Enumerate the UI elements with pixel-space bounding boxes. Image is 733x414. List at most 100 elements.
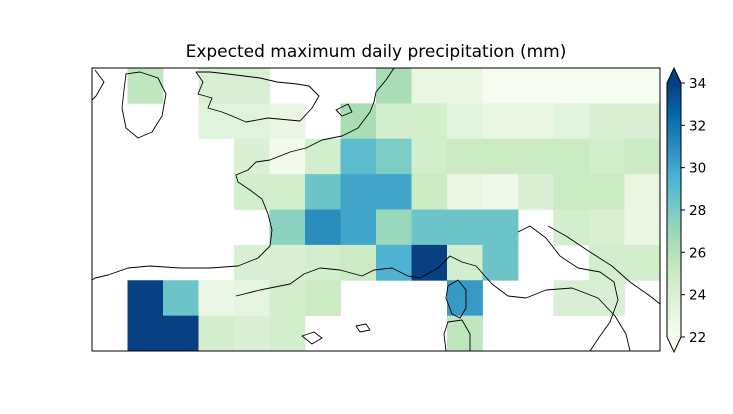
heatmap-cell [411, 138, 448, 175]
colorbar-tick-label: 32 [689, 118, 706, 134]
colorbar-segment [667, 205, 681, 209]
colorbar-segment [667, 163, 681, 167]
colorbar-segment [667, 159, 681, 162]
heatmap-cell [376, 174, 412, 210]
colorbar-ticks: 22 24 26 28 30 32 34 [681, 76, 706, 346]
heatmap-cell [447, 174, 483, 210]
colorbar-segment [667, 235, 681, 239]
heatmap-cell [234, 138, 270, 175]
heatmap-cell [198, 315, 235, 352]
colorbar-segment [667, 186, 681, 190]
colorbar-segment [667, 182, 681, 186]
heatmap-cell [553, 103, 590, 140]
heatmap-cell [518, 138, 554, 175]
heatmap-cell [447, 138, 483, 175]
colorbar-segment [667, 226, 681, 230]
heatmap-cell [340, 209, 377, 246]
heatmap-cell [234, 68, 270, 104]
colorbar-segment [667, 133, 681, 137]
colorbar-segment [667, 148, 681, 152]
colorbar-segment [667, 288, 681, 291]
colorbar-segment [667, 114, 681, 118]
colorbar-segment [667, 197, 681, 200]
heatmap-cell [305, 244, 341, 281]
colorbar-segment [667, 169, 681, 173]
colorbar-segment [667, 294, 681, 298]
colorbar-segment [667, 91, 681, 95]
colorbar-segment [667, 229, 681, 232]
colorbar-segment [667, 129, 681, 133]
colorbar-segment [667, 110, 681, 114]
colorbar-segment [667, 252, 681, 255]
colorbar-segment [667, 184, 681, 188]
colorbar-segment [667, 275, 681, 279]
heatmap-cell [482, 244, 519, 281]
heatmap-cell [553, 68, 590, 104]
colorbar-segment [667, 326, 681, 330]
colorbar-segment [667, 256, 681, 260]
colorbar-segment [667, 161, 681, 164]
heatmap-cell [553, 138, 590, 175]
colorbar-segment [667, 241, 681, 245]
heatmap-cell [269, 174, 306, 210]
colorbar-segment [667, 121, 681, 124]
colorbar-segment [667, 290, 681, 294]
colorbar-segment [667, 307, 681, 310]
heatmap-cell [482, 138, 519, 175]
colorbar-segment [667, 214, 681, 217]
colorbar-segment [667, 303, 681, 306]
colorbar-segment [667, 123, 681, 126]
colorbar-segment [667, 93, 681, 97]
colorbar-segment [667, 222, 681, 226]
heatmap-cell [163, 315, 199, 352]
colorbar-segment [667, 138, 681, 141]
colorbar-segment [667, 144, 681, 147]
heatmap-cell [234, 244, 270, 281]
colorbar-segment [667, 118, 681, 122]
colorbar-segment [667, 317, 681, 321]
heatmap-cell [198, 103, 235, 140]
colorbar-segment [667, 245, 681, 249]
heatmap-cell [411, 244, 448, 281]
heatmap-cells [127, 68, 661, 352]
colorbar-segment [667, 174, 681, 177]
colorbar-segment [667, 271, 681, 274]
heatmap-cell [624, 103, 661, 140]
colorbar-segment [667, 309, 681, 313]
colorbar-segment [667, 315, 681, 319]
colorbar-segment [667, 102, 681, 105]
colorbar-segment [667, 281, 681, 285]
colorbar-tick-label: 26 [689, 245, 706, 261]
heatmap-cell [553, 280, 590, 317]
colorbar-segment [667, 167, 681, 171]
heatmap-cell [518, 103, 554, 140]
map-frame [91, 67, 661, 352]
colorbar-segment [667, 212, 681, 215]
colorbar-segment [667, 296, 681, 300]
colorbar-segment [667, 322, 681, 325]
heatmap-cell [411, 209, 448, 246]
heatmap-cell [198, 68, 235, 104]
heatmap-cell [340, 174, 377, 210]
heatmap-cell [376, 138, 412, 175]
colorbar-segment [667, 216, 681, 219]
colorbar-segment [667, 292, 681, 296]
colorbar-segment [667, 273, 681, 277]
colorbar-segment [667, 260, 681, 264]
heatmap-cell [376, 68, 412, 104]
heatmap-cell [269, 244, 306, 281]
colorbar-segment [667, 193, 681, 196]
heatmap-cell [198, 280, 235, 317]
colorbar-segment [667, 258, 681, 262]
colorbar-segment [667, 279, 681, 283]
colorbar-segment [667, 284, 681, 287]
heatmap-cell [305, 209, 341, 246]
colorbar-segment [667, 146, 681, 150]
colorbar-segment [667, 125, 681, 128]
heatmap-cell [234, 315, 270, 352]
colorbar-segment [667, 142, 681, 145]
colorbar-segment [667, 334, 681, 338]
colorbar-segment [667, 201, 681, 205]
colorbar-segment [667, 104, 681, 107]
